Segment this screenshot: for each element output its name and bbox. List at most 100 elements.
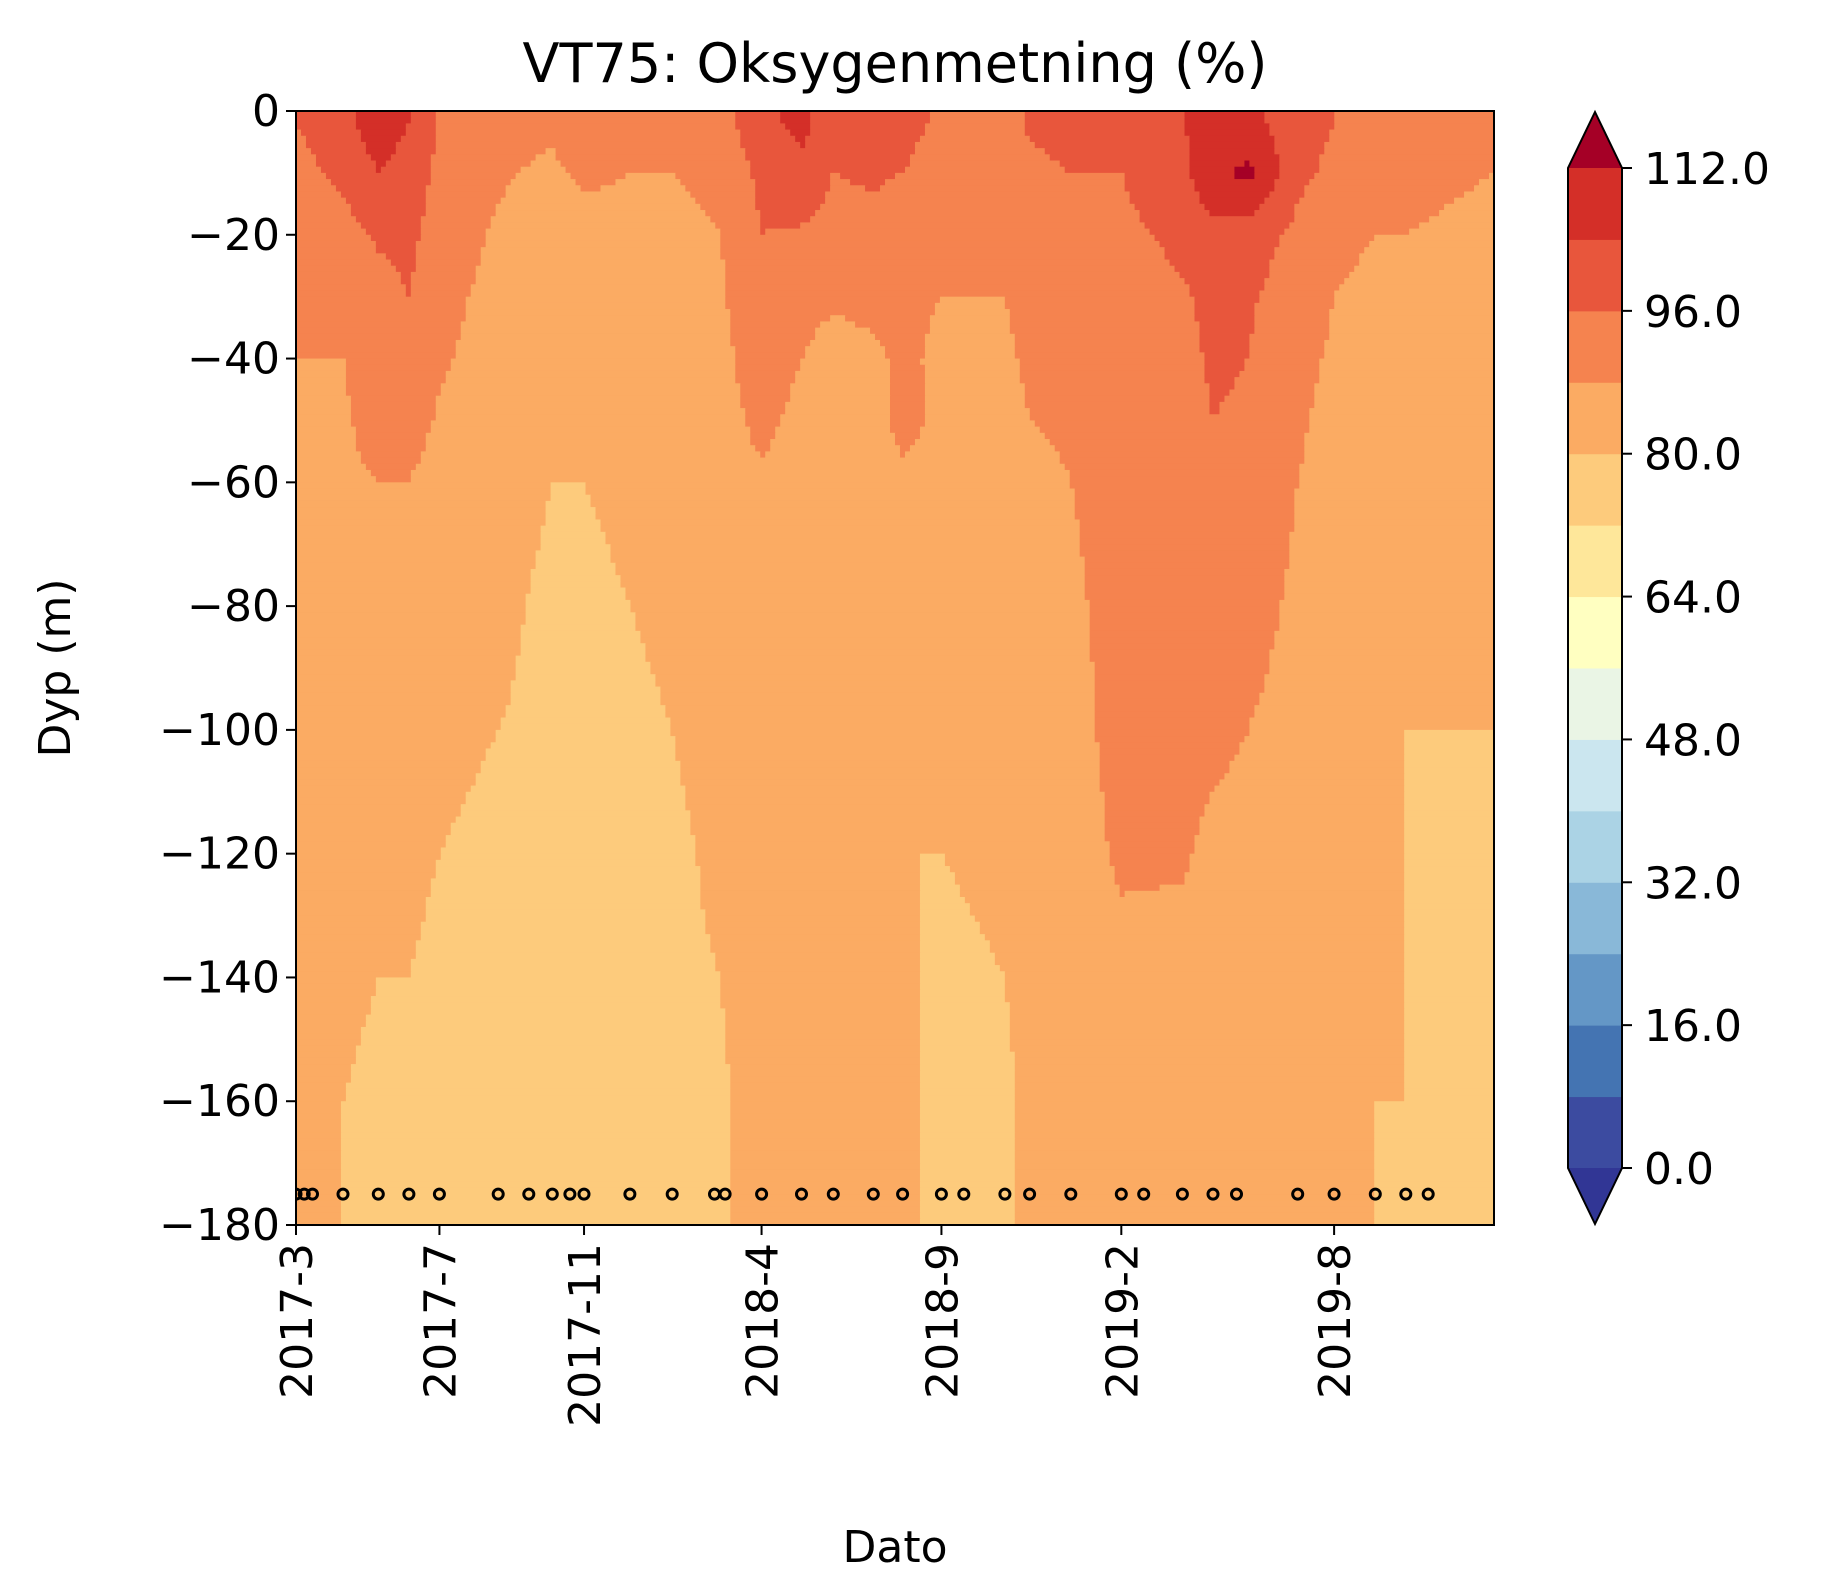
contour-cell bbox=[296, 148, 312, 155]
contour-cell bbox=[335, 185, 427, 193]
contour-cell bbox=[670, 717, 1096, 725]
contour-cell bbox=[890, 426, 921, 434]
colorbar-tick-label: 80.0 bbox=[1644, 430, 1742, 481]
contour-cell bbox=[555, 148, 746, 155]
contour-cell bbox=[1014, 1119, 1375, 1127]
contour-cell bbox=[1204, 352, 1250, 360]
contour-cell bbox=[340, 1175, 731, 1183]
contour-cell bbox=[1014, 1187, 1375, 1195]
contour-cell bbox=[645, 655, 1091, 663]
contour-cell bbox=[720, 983, 921, 991]
contour-cell bbox=[755, 203, 821, 211]
contour-cell bbox=[1284, 593, 1494, 601]
contour-cell bbox=[1094, 674, 1265, 681]
contour-cell bbox=[320, 166, 377, 174]
contour-cell bbox=[370, 154, 392, 162]
contour-cell bbox=[296, 259, 392, 267]
contour-cell bbox=[989, 946, 1405, 954]
contour-cell bbox=[1014, 333, 1201, 341]
contour-cell bbox=[1404, 884, 1494, 892]
contour-cell bbox=[885, 352, 926, 360]
contour-cell bbox=[1129, 197, 1201, 205]
contour-cell bbox=[845, 315, 931, 323]
contour-cell bbox=[1314, 172, 1490, 180]
contour-cell bbox=[680, 179, 756, 186]
contour-cell bbox=[1244, 160, 1251, 168]
contour-cell bbox=[515, 172, 572, 180]
contour-cell bbox=[1219, 401, 1315, 409]
contour-cell bbox=[740, 141, 801, 149]
contour-cell bbox=[1274, 135, 1330, 143]
contour-cell bbox=[1199, 327, 1255, 335]
contour-cell bbox=[425, 896, 701, 904]
contour-cell bbox=[1119, 884, 1161, 892]
contour-cell bbox=[1014, 1076, 1405, 1084]
contour-cell bbox=[535, 550, 612, 558]
contour-cell bbox=[1189, 284, 1265, 292]
contour-cell bbox=[1404, 853, 1494, 861]
contour-cell bbox=[525, 618, 637, 626]
contour-cell bbox=[296, 692, 512, 700]
contour-cell bbox=[1204, 364, 1246, 372]
contour-cell bbox=[1404, 1039, 1494, 1047]
contour-cell bbox=[340, 1101, 731, 1109]
contour-cell bbox=[1094, 680, 1265, 688]
contour-cell bbox=[850, 179, 886, 186]
contour-cell bbox=[410, 271, 477, 279]
contour-cell bbox=[1199, 822, 1405, 830]
contour-cell bbox=[919, 1082, 1016, 1090]
contour-cell bbox=[545, 513, 597, 521]
contour-cell bbox=[1329, 333, 1494, 341]
contour-cell bbox=[465, 315, 731, 323]
contour-cell bbox=[1374, 1163, 1494, 1170]
contour-cell bbox=[750, 439, 771, 446]
contour-cell bbox=[1334, 111, 1494, 118]
contour-cell bbox=[355, 123, 407, 131]
contour-cell bbox=[725, 1014, 921, 1022]
contour-cell bbox=[919, 432, 1046, 440]
contour-cell bbox=[1404, 977, 1494, 985]
contour-cell bbox=[1304, 432, 1494, 440]
contour-cell bbox=[296, 909, 427, 917]
contour-cell bbox=[1169, 259, 1270, 267]
contour-cell bbox=[919, 934, 986, 941]
contour-cell bbox=[929, 321, 1011, 329]
contour-cell bbox=[296, 927, 422, 935]
contour-cell bbox=[296, 1045, 357, 1053]
contour-cell bbox=[355, 111, 412, 118]
contour-cell bbox=[455, 816, 691, 824]
contour-cell bbox=[1184, 129, 1270, 137]
contour-cell bbox=[430, 890, 701, 898]
contour-cell bbox=[1204, 203, 1260, 211]
contour-cell bbox=[1079, 550, 1290, 558]
contour-cell bbox=[355, 1057, 726, 1065]
contour-cell bbox=[615, 568, 1086, 576]
contour-cell bbox=[1334, 302, 1494, 310]
contour-cell bbox=[810, 117, 931, 124]
contour-cell bbox=[730, 1200, 921, 1208]
contour-cell bbox=[810, 123, 926, 131]
contour-cell bbox=[720, 247, 1166, 254]
contour-cell bbox=[500, 197, 696, 205]
contour-cell bbox=[1279, 606, 1494, 613]
contour-cell bbox=[1119, 890, 1126, 898]
sample-marker bbox=[623, 1187, 637, 1201]
contour-cell bbox=[1224, 773, 1405, 780]
contour-cell bbox=[375, 476, 412, 483]
contour-cell bbox=[1004, 996, 1405, 1003]
contour-cell bbox=[296, 1057, 357, 1065]
contour-cell bbox=[1104, 791, 1211, 799]
contour-cell bbox=[635, 612, 1091, 620]
contour-cell bbox=[570, 172, 627, 180]
contour-cell bbox=[1274, 247, 1365, 254]
contour-cell bbox=[730, 1218, 921, 1225]
sample-marker bbox=[563, 1187, 577, 1201]
contour-cell bbox=[1014, 346, 1201, 353]
contour-cell bbox=[675, 742, 1101, 750]
contour-cell bbox=[390, 154, 432, 162]
contour-cell bbox=[460, 333, 731, 341]
contour-cell bbox=[296, 668, 517, 675]
contour-cell bbox=[1279, 234, 1375, 242]
contour-cell bbox=[296, 859, 437, 867]
contour-cell bbox=[390, 259, 417, 267]
